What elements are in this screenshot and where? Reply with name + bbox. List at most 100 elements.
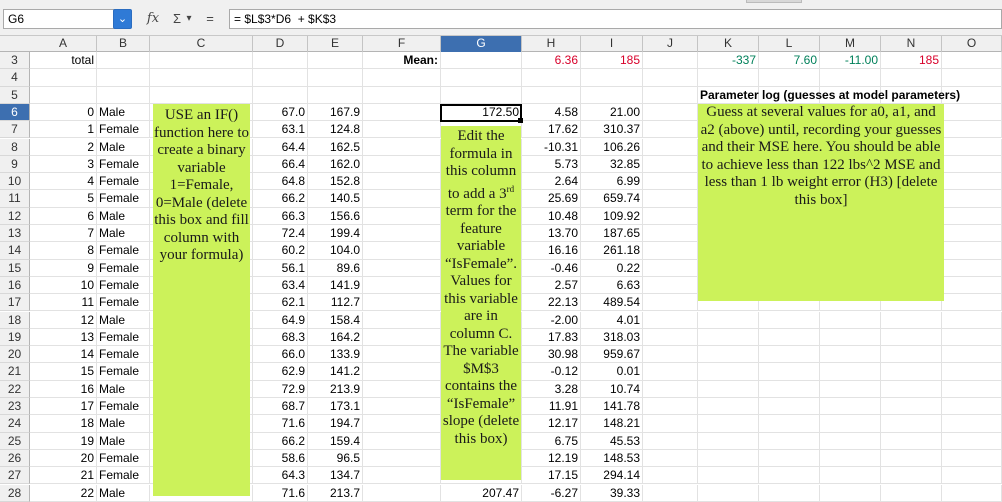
cell-d20[interactable]: 66.0 bbox=[253, 346, 308, 364]
cell-i22[interactable]: 10.74 bbox=[581, 380, 643, 398]
cell-e20[interactable]: 133.9 bbox=[308, 346, 363, 364]
row-header[interactable]: 27 bbox=[0, 467, 30, 485]
cell-c3[interactable] bbox=[150, 52, 253, 70]
cell-a6[interactable]: 0 bbox=[30, 103, 97, 122]
cell-e12[interactable]: 156.6 bbox=[308, 207, 363, 225]
column-header-g[interactable]: G bbox=[441, 36, 522, 52]
row-header[interactable]: 13 bbox=[0, 225, 30, 243]
cell-f15[interactable] bbox=[363, 259, 441, 277]
cell-b18[interactable]: Male bbox=[97, 311, 150, 329]
cell-l17[interactable] bbox=[759, 294, 820, 312]
cell-j7[interactable] bbox=[643, 121, 698, 139]
cell-e4[interactable] bbox=[308, 69, 363, 87]
cell-i12[interactable]: 109.92 bbox=[581, 207, 643, 225]
cell-l23[interactable] bbox=[759, 398, 820, 416]
cell-b13[interactable]: Male bbox=[97, 225, 150, 243]
cell-f22[interactable] bbox=[363, 380, 441, 398]
cell-e16[interactable]: 141.9 bbox=[308, 276, 363, 295]
cell-d10[interactable]: 64.8 bbox=[253, 173, 308, 191]
fill-handle[interactable] bbox=[518, 118, 523, 123]
cell-d4[interactable] bbox=[253, 69, 308, 87]
cell-b6[interactable]: Male bbox=[97, 103, 150, 122]
cell-k3[interactable]: -337 bbox=[698, 52, 759, 70]
row-header[interactable]: 7 bbox=[0, 121, 30, 139]
cell-j5[interactable] bbox=[643, 86, 698, 104]
cell-b11[interactable]: Female bbox=[97, 190, 150, 208]
cell-b14[interactable]: Female bbox=[97, 242, 150, 260]
cell-d7[interactable]: 63.1 bbox=[253, 121, 308, 139]
cell-f17[interactable] bbox=[363, 294, 441, 312]
cell-i10[interactable]: 6.99 bbox=[581, 173, 643, 191]
cell-e26[interactable]: 96.5 bbox=[308, 449, 363, 468]
cell-i25[interactable]: 45.53 bbox=[581, 432, 643, 450]
cell-j17[interactable] bbox=[643, 294, 698, 312]
cell-b17[interactable]: Female bbox=[97, 294, 150, 312]
cell-f25[interactable] bbox=[363, 432, 441, 450]
row-header[interactable]: 9 bbox=[0, 155, 30, 174]
cell-h13[interactable]: 13.70 bbox=[522, 225, 581, 243]
row-header[interactable]: 18 bbox=[0, 311, 30, 329]
cell-d18[interactable]: 64.9 bbox=[253, 311, 308, 329]
cell-o16[interactable] bbox=[942, 276, 1002, 295]
cell-a9[interactable]: 3 bbox=[30, 155, 97, 174]
cell-o8[interactable] bbox=[942, 138, 1002, 156]
cell-d15[interactable]: 56.1 bbox=[253, 259, 308, 277]
cell-h14[interactable]: 16.16 bbox=[522, 242, 581, 260]
row-header[interactable]: 4 bbox=[0, 69, 30, 87]
cell-j28[interactable] bbox=[643, 484, 698, 502]
cell-h9[interactable]: 5.73 bbox=[522, 155, 581, 174]
column-header-h[interactable]: H bbox=[522, 36, 581, 52]
cell-o22[interactable] bbox=[942, 380, 1002, 398]
cell-o27[interactable] bbox=[942, 467, 1002, 485]
cell-f28[interactable] bbox=[363, 484, 441, 502]
cell-a27[interactable]: 21 bbox=[30, 467, 97, 485]
cell-j11[interactable] bbox=[643, 190, 698, 208]
cell-j18[interactable] bbox=[643, 311, 698, 329]
cell-i20[interactable]: 959.67 bbox=[581, 346, 643, 364]
cell-b3[interactable] bbox=[97, 52, 150, 70]
cell-b21[interactable]: Female bbox=[97, 363, 150, 381]
cell-k28[interactable] bbox=[698, 484, 759, 502]
cell-a3[interactable]: total bbox=[30, 52, 97, 70]
cell-f5[interactable] bbox=[363, 86, 441, 104]
cell-h25[interactable]: 6.75 bbox=[522, 432, 581, 450]
cell-l25[interactable] bbox=[759, 432, 820, 450]
cell-i24[interactable]: 148.21 bbox=[581, 415, 643, 433]
cell-b26[interactable]: Female bbox=[97, 449, 150, 468]
cell-h17[interactable]: 22.13 bbox=[522, 294, 581, 312]
cell-k18[interactable] bbox=[698, 311, 759, 329]
cell-i11[interactable]: 659.74 bbox=[581, 190, 643, 208]
cell-i28[interactable]: 39.33 bbox=[581, 484, 643, 502]
cell-k4[interactable] bbox=[698, 69, 759, 87]
cell-a24[interactable]: 18 bbox=[30, 415, 97, 433]
cell-h7[interactable]: 17.62 bbox=[522, 121, 581, 139]
cell-e27[interactable]: 134.7 bbox=[308, 467, 363, 485]
cell-j3[interactable] bbox=[643, 52, 698, 70]
note-box-column-c[interactable]: USE an IF() function here to create a bi… bbox=[153, 104, 250, 496]
cell-d16[interactable]: 63.4 bbox=[253, 276, 308, 295]
cell-o7[interactable] bbox=[942, 121, 1002, 139]
row-header[interactable]: 8 bbox=[0, 138, 30, 156]
cell-i4[interactable] bbox=[581, 69, 643, 87]
cell-f4[interactable] bbox=[363, 69, 441, 87]
cell-e19[interactable]: 164.2 bbox=[308, 328, 363, 347]
chevron-down-icon[interactable]: ⌄ bbox=[113, 9, 132, 29]
cell-d6[interactable]: 67.0 bbox=[253, 103, 308, 122]
cell-a17[interactable]: 11 bbox=[30, 294, 97, 312]
cell-h10[interactable]: 2.64 bbox=[522, 173, 581, 191]
cell-n28[interactable] bbox=[881, 484, 942, 502]
column-header-d[interactable]: D bbox=[253, 36, 308, 52]
cell-h4[interactable] bbox=[522, 69, 581, 87]
cell-b8[interactable]: Male bbox=[97, 138, 150, 156]
cell-m20[interactable] bbox=[820, 346, 881, 364]
note-box-column-g[interactable]: Edit the formula in this column to add a… bbox=[441, 126, 521, 480]
cell-e13[interactable]: 199.4 bbox=[308, 225, 363, 243]
cell-c5[interactable] bbox=[150, 86, 253, 104]
cell-a5[interactable] bbox=[30, 86, 97, 104]
cell-k27[interactable] bbox=[698, 467, 759, 485]
formula-input[interactable]: = $L$3*D6 + $K$3 bbox=[229, 9, 1002, 29]
column-header-c[interactable]: C bbox=[150, 36, 253, 52]
cell-l26[interactable] bbox=[759, 449, 820, 468]
cell-e9[interactable]: 162.0 bbox=[308, 155, 363, 174]
cell-k5[interactable] bbox=[698, 86, 759, 104]
